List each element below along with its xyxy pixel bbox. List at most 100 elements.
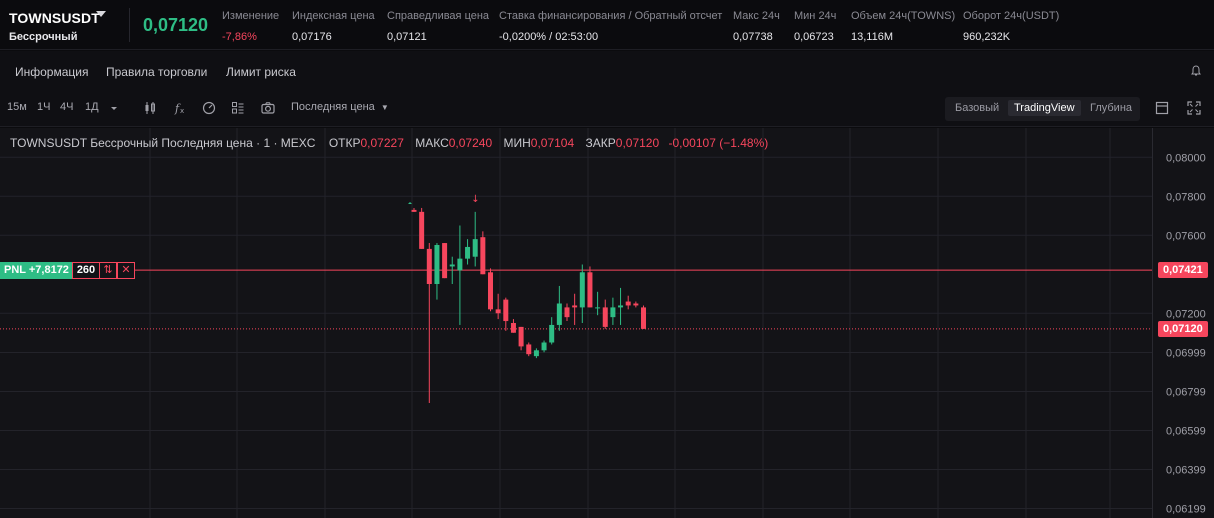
candle-body bbox=[533, 350, 539, 357]
candle-body bbox=[595, 307, 601, 309]
candle-body bbox=[556, 303, 562, 325]
tab-info[interactable]: Информация bbox=[15, 65, 89, 79]
stat-value: -7,86% bbox=[222, 31, 257, 43]
price-type-label: Последняя цена bbox=[291, 101, 375, 113]
price-chart[interactable]: 0,08000 0,07800 0,07600 0,07200 0,06999 0,067… bbox=[0, 128, 1214, 518]
stat-value: -0,0200% / 02:53:00 bbox=[499, 31, 599, 43]
layout-icon[interactable] bbox=[1155, 101, 1169, 115]
view-tradingview[interactable]: TradingView bbox=[1008, 100, 1081, 116]
divider bbox=[129, 8, 130, 42]
y-tick-label: 0,06599 bbox=[1166, 425, 1206, 437]
candle-body bbox=[411, 209, 417, 212]
fullscreen-icon[interactable] bbox=[1187, 101, 1201, 115]
camera-icon[interactable] bbox=[261, 101, 275, 115]
layout-grid-icon[interactable] bbox=[231, 101, 245, 115]
contract-type: Бессрочный bbox=[9, 31, 78, 43]
interval-4h[interactable]: 4Ч bbox=[60, 101, 74, 113]
candle-body bbox=[495, 309, 501, 314]
candle-body bbox=[625, 301, 631, 306]
interval-15m[interactable]: 15м bbox=[7, 101, 27, 113]
legend-title: TOWNSUSDT Бессрочный Последняя цена · 1 … bbox=[10, 136, 316, 150]
candle-body bbox=[442, 243, 448, 279]
legend-low-label: МИН bbox=[503, 136, 531, 150]
y-tick-label: 0,07200 bbox=[1166, 308, 1206, 320]
candle-body bbox=[472, 239, 478, 257]
reverse-icon[interactable]: ⇅ bbox=[99, 262, 117, 280]
stat-label: Индексная цена bbox=[292, 10, 375, 22]
stat-value: 0,07738 bbox=[733, 31, 773, 43]
candle-body bbox=[618, 305, 624, 308]
view-switch: Базовый TradingView Глубина bbox=[945, 97, 1140, 121]
chevron-down-icon[interactable] bbox=[107, 101, 121, 115]
legend-change: -0,00107 (−1.48%) bbox=[668, 136, 769, 150]
stat-value: 960,232K bbox=[963, 31, 1011, 43]
candle-body bbox=[526, 344, 532, 355]
candle-body bbox=[564, 307, 570, 318]
buy-marker bbox=[408, 201, 412, 204]
candle-body bbox=[510, 323, 516, 333]
candle-body bbox=[610, 307, 616, 318]
sub-navigation: Информация Правила торговли Лимит риска bbox=[0, 51, 1214, 91]
chevron-down-icon[interactable] bbox=[96, 11, 106, 17]
candle-body bbox=[641, 307, 646, 329]
last-price: 0,07120 bbox=[143, 15, 209, 35]
candles-icon[interactable] bbox=[143, 101, 157, 115]
tab-risk-limit[interactable]: Лимит риска bbox=[226, 65, 296, 79]
y-tick-label: 0,06399 bbox=[1166, 464, 1206, 476]
stat-index-price: Индексная цена 0,07176 bbox=[292, 10, 375, 43]
entry-price-badge: 0,07421 bbox=[1158, 262, 1208, 279]
stat-low-24h: Мин 24ч 0,06723 bbox=[794, 10, 836, 43]
chart-legend: TOWNSUSDT Бессрочный Последняя цена · 1 … bbox=[10, 136, 768, 150]
y-tick-label: 0,07600 bbox=[1166, 230, 1206, 242]
svg-text:f: f bbox=[174, 102, 181, 115]
view-depth[interactable]: Глубина bbox=[1090, 102, 1133, 114]
y-tick-label: 0,06799 bbox=[1166, 386, 1206, 398]
candle-body bbox=[503, 299, 509, 322]
stat-label: Справедливая цена bbox=[387, 10, 490, 22]
candle-body bbox=[587, 272, 593, 308]
y-tick-label: 0,07800 bbox=[1166, 191, 1206, 203]
chart-canvas[interactable]: 0,08000 0,07800 0,07600 0,07200 0,06999 0,067… bbox=[0, 128, 1214, 518]
y-tick-label: 0,08000 bbox=[1166, 152, 1206, 164]
stat-label: Оборот 24ч(USDT) bbox=[963, 10, 1060, 22]
stat-label: Мин 24ч bbox=[794, 10, 837, 22]
svg-text:x: x bbox=[180, 107, 184, 115]
candle-body bbox=[549, 324, 555, 343]
bell-icon[interactable] bbox=[1190, 65, 1202, 77]
interval-1d[interactable]: 1Д bbox=[85, 101, 99, 113]
candle-body bbox=[419, 211, 425, 249]
chevron-down-icon: ▼ bbox=[380, 103, 389, 112]
tab-trading-rules[interactable]: Правила торговли bbox=[106, 65, 208, 79]
candle-body bbox=[572, 305, 578, 308]
legend-close-label: ЗАКР bbox=[585, 136, 616, 150]
stat-value: 0,06723 bbox=[794, 31, 834, 43]
candle-body bbox=[465, 246, 471, 259]
stat-volume-24h: Объем 24ч(TOWNS) 13,116M bbox=[851, 10, 955, 43]
candle-body bbox=[633, 303, 639, 306]
y-tick-label: 0,06999 bbox=[1166, 347, 1206, 359]
candle-body bbox=[541, 342, 547, 351]
stat-high-24h: Макс 24ч 0,07738 bbox=[733, 10, 780, 43]
indicators-icon[interactable]: f x bbox=[174, 101, 188, 115]
position-quantity: 260 bbox=[72, 262, 100, 280]
price-type-select[interactable]: Последняя цена ▼ bbox=[291, 101, 389, 113]
pnl-badge: PNL +7,8172 bbox=[0, 262, 73, 280]
stat-label: Ставка финансирования / Обратный отсчет bbox=[499, 10, 723, 22]
stat-label: Изменение bbox=[222, 10, 280, 22]
stat-value: 0,07176 bbox=[292, 31, 332, 43]
speedometer-icon[interactable] bbox=[202, 101, 216, 115]
symbol-name[interactable]: TOWNSUSDT bbox=[9, 10, 100, 26]
stat-value: 13,116M bbox=[851, 31, 893, 43]
legend-high-label: МАКС bbox=[415, 136, 449, 150]
symbol-selector[interactable]: TOWNSUSDT bbox=[9, 10, 100, 26]
candle-body bbox=[426, 248, 432, 284]
candle-body bbox=[518, 326, 524, 347]
legend-close-value: 0,07120 bbox=[615, 136, 660, 150]
legend-open-value: 0,07227 bbox=[360, 136, 404, 150]
close-icon[interactable]: ✕ bbox=[117, 262, 135, 280]
view-basic[interactable]: Базовый bbox=[955, 102, 1000, 114]
stat-turnover-24h: Оборот 24ч(USDT) 960,232K bbox=[963, 10, 1059, 43]
y-tick-label: 0,06199 bbox=[1166, 503, 1206, 515]
stat-funding-rate: Ставка финансирования / Обратный отсчет … bbox=[499, 10, 722, 43]
interval-1h[interactable]: 1Ч bbox=[37, 101, 51, 113]
